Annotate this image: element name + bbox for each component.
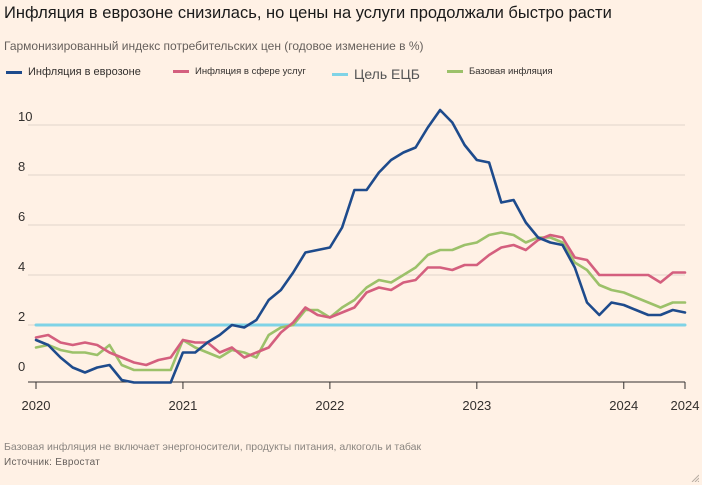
legend-item-eurozone: Инфляция в еврозоне <box>6 66 141 78</box>
y-tick-label: 2 <box>18 309 25 324</box>
x-tick-label: 2023 <box>462 398 491 413</box>
source-credit: Источник: Евростат <box>4 457 101 468</box>
y-tick-label: 0 <box>18 359 25 374</box>
x-tick-label: 2024 <box>671 398 700 413</box>
legend-item-core: Базовая инфляция <box>447 66 553 77</box>
legend-swatch-services <box>173 70 189 73</box>
y-tick-label: 4 <box>18 259 25 274</box>
series-lines <box>34 108 687 384</box>
chart-title: Инфляция в еврозоне снизилась, но цены н… <box>4 4 612 22</box>
x-tick-label: 2020 <box>22 398 51 413</box>
legend-label-target: Цель ЕЦБ <box>354 66 420 82</box>
legend-item-target: Цель ЕЦБ <box>332 66 420 82</box>
chart-subtitle: Гармонизированный индекс потребительских… <box>4 39 424 53</box>
tick-labels: 0 2 4 6 8 10 2020 2021 2022 2023 2024 2024 <box>18 109 699 413</box>
series-line-services <box>34 233 687 367</box>
series-line-core <box>34 231 687 372</box>
axes <box>28 381 686 389</box>
legend-swatch-eurozone <box>6 70 22 74</box>
x-tick-label: 2024 <box>609 398 638 413</box>
y-tick-label: 6 <box>18 209 25 224</box>
series-line-eurozone <box>34 108 687 384</box>
legend-label-core: Базовая инфляция <box>469 66 553 77</box>
gridlines <box>28 124 685 326</box>
x-tick-label: 2021 <box>168 398 197 413</box>
resize-corner-icon <box>691 474 699 482</box>
legend-swatch-core <box>447 70 463 73</box>
x-tick-label: 2022 <box>315 398 344 413</box>
legend-label-services: Инфляция в сфере услуг <box>195 66 306 77</box>
y-tick-label: 10 <box>18 109 32 124</box>
legend-label-eurozone: Инфляция в еврозоне <box>28 66 141 78</box>
y-tick-label: 8 <box>18 159 25 174</box>
footnote: Базовая инфляция не включает энергоносит… <box>4 441 422 453</box>
legend-item-services: Инфляция в сфере услуг <box>173 66 306 77</box>
legend-swatch-target <box>332 72 348 76</box>
